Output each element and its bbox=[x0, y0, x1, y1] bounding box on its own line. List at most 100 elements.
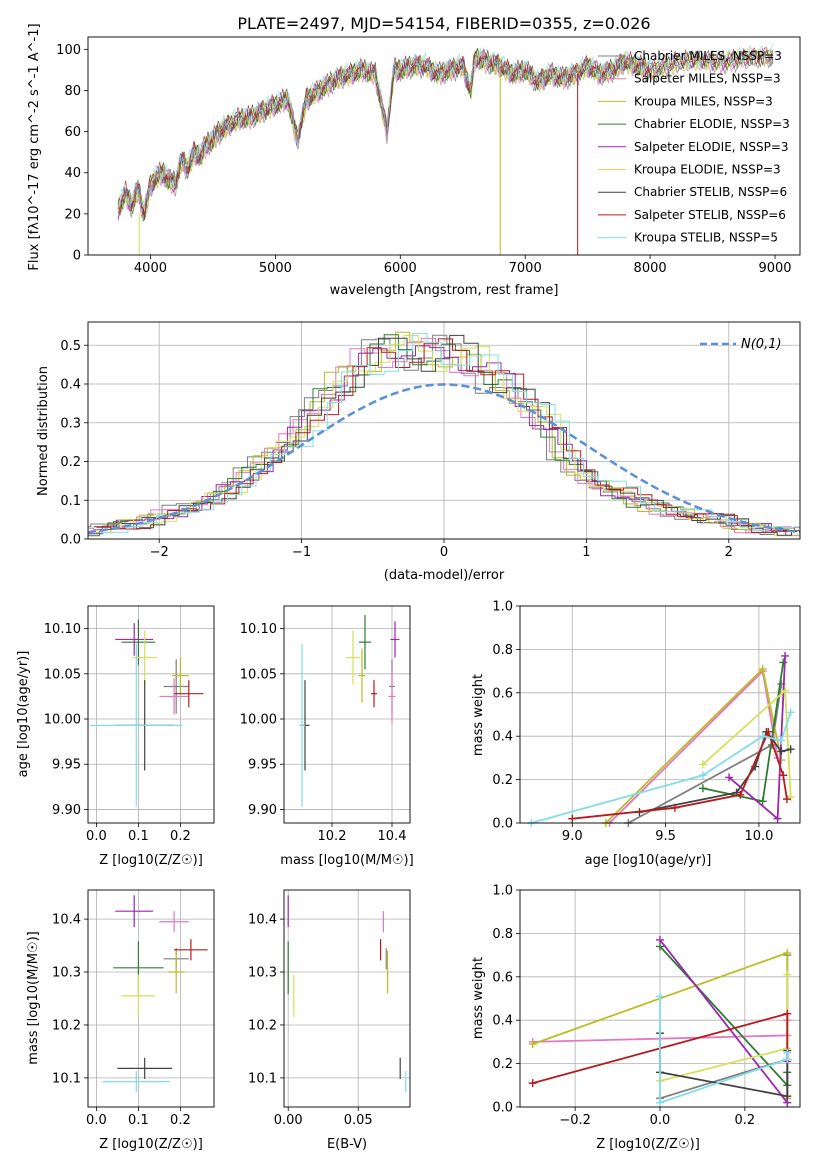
x-tick-label: 0.2 bbox=[170, 1113, 191, 1128]
histogram-step bbox=[96, 338, 800, 533]
histogram-steps bbox=[88, 331, 800, 537]
ticks: 10.2 10.4 9.90 9.95 10.00 10.05 10.10 bbox=[240, 622, 407, 844]
axes-frame bbox=[87, 36, 801, 256]
errorbar-point bbox=[167, 950, 185, 994]
errorbar-point bbox=[388, 669, 396, 724]
x-tick-label: 0.0 bbox=[86, 1113, 107, 1128]
weight-marker bbox=[758, 664, 767, 673]
errorbar-point bbox=[102, 1071, 170, 1093]
y-tick-label: 0.2 bbox=[492, 1057, 513, 1072]
ticks: 0.0 0.1 0.2 10.1 10.2 10.3 10.4 bbox=[52, 913, 191, 1128]
errorbar-point bbox=[172, 657, 189, 694]
weight-marker bbox=[786, 708, 795, 717]
weight-marker bbox=[783, 948, 792, 957]
y-tick-label: 0.1 bbox=[60, 494, 81, 509]
x-tick-label: 0.0 bbox=[650, 1113, 671, 1128]
y-tick-label: 10.05 bbox=[240, 667, 277, 682]
p8-xlabel: Z [log10(Z/Z☉)] bbox=[596, 1137, 700, 1152]
residual-histogram: −2 −1 0 1 2 0.0 0.1 0.2 0.3 0.4 0.5 bbox=[60, 321, 801, 560]
y-tick-label: 9.95 bbox=[52, 758, 81, 773]
legend-label: Kroupa MILES, NSSP=3 bbox=[634, 94, 773, 108]
x-tick-label: 0.2 bbox=[735, 1113, 756, 1128]
weight-marker bbox=[781, 686, 790, 695]
normal-curve bbox=[88, 383, 800, 534]
y-tick-label: 1.0 bbox=[492, 884, 513, 899]
y-tick-label: 9.95 bbox=[248, 758, 277, 773]
x-tick-label: 10.4 bbox=[378, 829, 407, 844]
weight-marker bbox=[783, 970, 792, 979]
y-tick-label: 0.4 bbox=[492, 1014, 513, 1029]
x-tick-label: 0.1 bbox=[128, 1113, 149, 1128]
y-tick-label: 10.2 bbox=[52, 1018, 81, 1033]
errorbars bbox=[90, 619, 204, 807]
axes-frame bbox=[283, 605, 411, 824]
y-tick-label: 10.4 bbox=[248, 913, 277, 928]
y-tick-label: 80 bbox=[64, 84, 81, 99]
y-tick-label: 60 bbox=[64, 125, 81, 140]
ticks: 0.0 0.1 0.2 9.90 9.95 10.00 10.05 10.10 bbox=[44, 622, 191, 844]
x-tick-label: 9000 bbox=[758, 261, 791, 276]
p3-ylabel: age [log10(age/yr)] bbox=[16, 651, 31, 778]
y-tick-label: 10.2 bbox=[248, 1018, 277, 1033]
x-tick-label: 8000 bbox=[634, 261, 667, 276]
x-tick-label: 0.1 bbox=[128, 829, 149, 844]
weight-marker bbox=[758, 797, 767, 806]
spectrum-lines bbox=[117, 43, 774, 255]
x-tick-label: 5000 bbox=[259, 261, 292, 276]
x-tick-label: 7000 bbox=[509, 261, 542, 276]
x-tick-label: 6000 bbox=[384, 261, 417, 276]
weight-marker bbox=[698, 771, 707, 780]
weight-marker bbox=[777, 736, 786, 745]
errorbar-point bbox=[358, 648, 366, 703]
y-tick-label: 0 bbox=[73, 249, 81, 264]
errorbar-point bbox=[390, 621, 400, 658]
errorbar-point bbox=[115, 623, 154, 656]
weight-marker bbox=[568, 814, 577, 823]
x-tick-label: 1 bbox=[582, 545, 590, 560]
weight-marker bbox=[725, 773, 734, 782]
grid bbox=[284, 890, 410, 1107]
histogram-xlabel: (data-model)/error bbox=[384, 568, 505, 583]
y-tick-label: 10.00 bbox=[44, 713, 81, 728]
errorbar-point bbox=[163, 659, 189, 714]
weight-line bbox=[572, 729, 788, 820]
legend-label: Kroupa ELODIE, NSSP=3 bbox=[634, 163, 781, 177]
p7-xlabel: E(B-V) bbox=[327, 1137, 367, 1152]
x-tick-label: 2 bbox=[725, 545, 733, 560]
errorbar-point bbox=[90, 643, 183, 807]
weight-marker bbox=[777, 747, 786, 756]
weight-vs-age-plot: 9.0 9.5 10.0 0.0 0.2 0.4 0.6 0.8 1.0 bbox=[492, 600, 801, 844]
weight-marker bbox=[783, 1092, 792, 1101]
weight-marker bbox=[779, 658, 788, 667]
weight-marker bbox=[698, 760, 707, 769]
spectrum-legend: Chabrier MILES, NSSP=3 Salpeter MILES, NS… bbox=[598, 49, 790, 245]
y-tick-label: 10.3 bbox=[248, 966, 277, 981]
histogram-ylabel: Normed distribution bbox=[36, 366, 51, 496]
axes-frame bbox=[87, 605, 215, 824]
y-tick-label: 40 bbox=[64, 166, 81, 181]
figure-title: PLATE=2497, MJD=54154, FIBERID=0355, z=0… bbox=[237, 14, 650, 33]
legend-label: Chabrier MILES, NSSP=3 bbox=[634, 49, 782, 63]
errorbar-point bbox=[174, 939, 208, 961]
p4-xlabel: mass [log10(M/M☉)] bbox=[280, 853, 413, 868]
errorbar-point bbox=[159, 911, 189, 933]
errorbar-point bbox=[299, 643, 305, 807]
errorbar-point bbox=[174, 680, 204, 708]
weight-marker bbox=[698, 784, 707, 793]
y-tick-label: 10.4 bbox=[52, 913, 81, 928]
age-vs-mass-plot: 10.2 10.4 9.90 9.95 10.00 10.05 10.10 bbox=[240, 605, 411, 844]
y-tick-label: 0.0 bbox=[492, 1101, 513, 1116]
weight-marker bbox=[781, 651, 790, 660]
histogram-step bbox=[88, 337, 792, 534]
weight-marker bbox=[783, 1009, 792, 1018]
y-tick-label: 0.8 bbox=[492, 927, 513, 942]
p5-ylabel: mass weight bbox=[471, 674, 486, 756]
y-tick-label: 0.6 bbox=[492, 686, 513, 701]
spectrum-line bbox=[117, 43, 774, 209]
weight-marker bbox=[656, 1098, 664, 1107]
legend-label: Chabrier ELODIE, NSSP=3 bbox=[634, 117, 790, 131]
weight-marker bbox=[773, 814, 782, 823]
grid bbox=[88, 606, 214, 823]
x-tick-label: 0.2 bbox=[170, 829, 191, 844]
